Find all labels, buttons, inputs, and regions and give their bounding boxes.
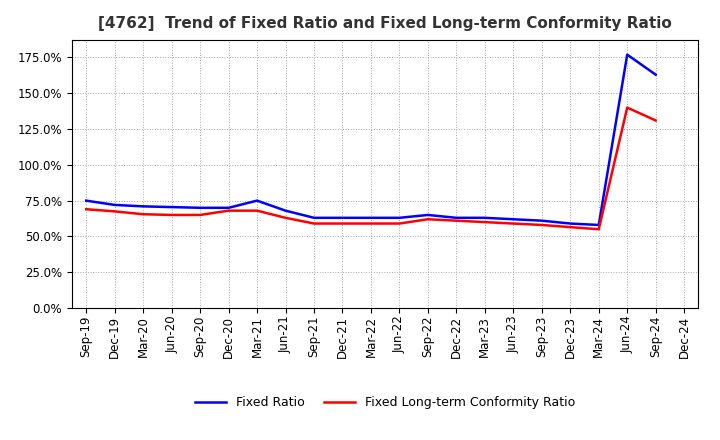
Fixed Long-term Conformity Ratio <box>566 224 575 230</box>
Fixed Long-term Conformity Ratio <box>282 215 290 220</box>
Fixed Ratio <box>537 218 546 224</box>
Fixed Long-term Conformity Ratio <box>139 212 148 217</box>
Line: Fixed Long-term Conformity Ratio: Fixed Long-term Conformity Ratio <box>86 108 656 229</box>
Fixed Ratio <box>366 215 375 220</box>
Fixed Ratio <box>423 213 432 218</box>
Fixed Ratio <box>225 205 233 210</box>
Fixed Long-term Conformity Ratio <box>167 213 176 218</box>
Fixed Ratio <box>167 205 176 210</box>
Fixed Ratio <box>566 221 575 226</box>
Fixed Long-term Conformity Ratio <box>652 118 660 123</box>
Fixed Long-term Conformity Ratio <box>480 220 489 225</box>
Fixed Ratio <box>110 202 119 208</box>
Fixed Long-term Conformity Ratio <box>395 221 404 226</box>
Fixed Long-term Conformity Ratio <box>509 221 518 226</box>
Fixed Ratio <box>139 204 148 209</box>
Fixed Ratio <box>82 198 91 203</box>
Fixed Long-term Conformity Ratio <box>110 209 119 214</box>
Line: Fixed Ratio: Fixed Ratio <box>86 55 656 225</box>
Fixed Long-term Conformity Ratio <box>423 216 432 222</box>
Legend: Fixed Ratio, Fixed Long-term Conformity Ratio: Fixed Ratio, Fixed Long-term Conformity … <box>190 392 580 414</box>
Fixed Ratio <box>310 215 318 220</box>
Fixed Ratio <box>282 208 290 213</box>
Fixed Ratio <box>452 215 461 220</box>
Fixed Long-term Conformity Ratio <box>537 222 546 227</box>
Fixed Ratio <box>253 198 261 203</box>
Fixed Ratio <box>338 215 347 220</box>
Fixed Ratio <box>623 52 631 57</box>
Fixed Ratio <box>395 215 404 220</box>
Fixed Long-term Conformity Ratio <box>196 213 204 218</box>
Fixed Ratio <box>480 215 489 220</box>
Fixed Ratio <box>509 216 518 222</box>
Title: [4762]  Trend of Fixed Ratio and Fixed Long-term Conformity Ratio: [4762] Trend of Fixed Ratio and Fixed Lo… <box>99 16 672 32</box>
Fixed Long-term Conformity Ratio <box>338 221 347 226</box>
Fixed Ratio <box>652 72 660 77</box>
Fixed Ratio <box>196 205 204 210</box>
Fixed Long-term Conformity Ratio <box>225 208 233 213</box>
Fixed Long-term Conformity Ratio <box>623 105 631 110</box>
Fixed Long-term Conformity Ratio <box>595 227 603 232</box>
Fixed Long-term Conformity Ratio <box>452 218 461 224</box>
Fixed Long-term Conformity Ratio <box>366 221 375 226</box>
Fixed Long-term Conformity Ratio <box>310 221 318 226</box>
Fixed Long-term Conformity Ratio <box>253 208 261 213</box>
Fixed Long-term Conformity Ratio <box>82 207 91 212</box>
Fixed Ratio <box>595 222 603 227</box>
